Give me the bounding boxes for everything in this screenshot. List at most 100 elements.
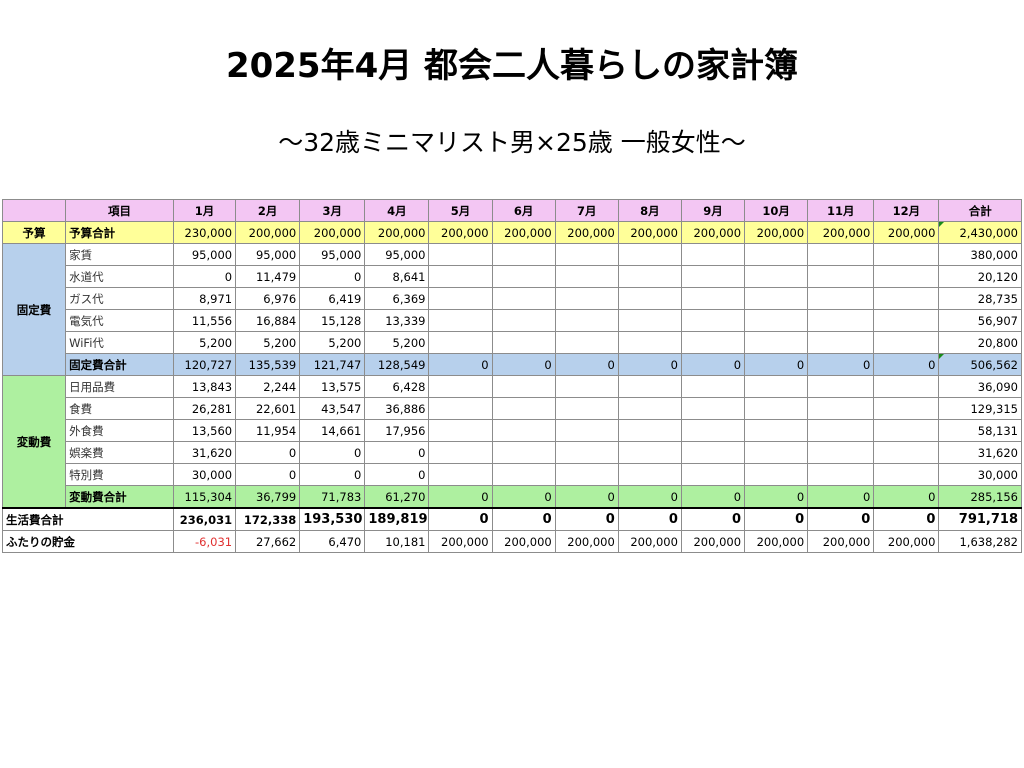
value-cell: 200,000 <box>617 530 682 553</box>
value-cell <box>807 309 875 332</box>
value-cell: 5,200 <box>299 331 366 354</box>
value-cell: 8,971 <box>172 287 237 310</box>
value-cell <box>428 309 493 332</box>
value-cell <box>554 287 619 310</box>
value-cell <box>680 419 746 442</box>
value-cell: 0 <box>235 463 301 486</box>
row-label: WiFi代 <box>65 331 174 354</box>
value-cell: 15,128 <box>299 309 366 332</box>
value-cell <box>680 441 746 464</box>
value-cell: 200,000 <box>554 221 619 244</box>
value-cell: 230,000 <box>172 221 237 244</box>
value-cell: 236,031 <box>172 507 237 531</box>
value-cell: 27,662 <box>235 530 301 553</box>
row-label: 変動費合計 <box>65 485 174 509</box>
value-cell: 0 <box>617 507 682 531</box>
value-cell: 31,620 <box>172 441 237 464</box>
value-cell <box>554 397 619 420</box>
fixed-subtotal-row: 固定費合計 120,727 135,539 121,747 128,549 0 0 0 0 0 0 0… <box>3 353 1022 376</box>
value-cell: 121,747 <box>299 353 366 376</box>
value-cell <box>744 265 809 288</box>
value-cell: 0 <box>554 353 619 376</box>
value-cell <box>554 463 619 486</box>
value-cell <box>617 397 682 420</box>
table-row: 水道代 0 11,479 0 8,641 20,120 <box>3 265 1022 288</box>
value-cell <box>491 287 556 310</box>
value-cell: 95,000 <box>172 243 237 266</box>
row-total: 56,907 <box>938 309 1022 332</box>
living-total-row: 生活費合計 236,031 172,338 193,530 189,819 0 0 0 0 0 0 0… <box>2 507 1022 531</box>
value-cell: 115,304 <box>172 485 237 509</box>
value-cell <box>491 419 556 442</box>
value-cell: 200,000 <box>364 221 430 244</box>
value-cell <box>554 419 619 442</box>
value-cell: 0 <box>554 485 619 509</box>
value-cell: 172,338 <box>235 507 301 531</box>
table-row: 娯楽費 31,620 0 0 0 31,620 <box>3 441 1022 464</box>
value-cell: 13,843 <box>172 375 237 398</box>
value-cell <box>744 331 809 354</box>
value-cell <box>744 243 809 266</box>
value-cell: 36,886 <box>364 397 430 420</box>
value-cell: 200,000 <box>617 221 682 244</box>
row-total: 2,430,000 <box>938 221 1022 244</box>
value-cell: 13,339 <box>364 309 430 332</box>
value-cell: 200,000 <box>680 221 746 244</box>
value-cell <box>491 397 556 420</box>
row-total: 28,735 <box>938 287 1022 310</box>
row-label: 生活費合計 <box>2 507 174 531</box>
value-cell: 0 <box>680 353 746 376</box>
value-cell <box>617 419 682 442</box>
row-label: 娯楽費 <box>65 441 174 464</box>
table-row: 電気代 11,556 16,884 15,128 13,339 56,907 <box>3 309 1022 332</box>
value-cell: 6,470 <box>299 530 366 553</box>
header-total: 合計 <box>938 199 1022 222</box>
header-month: 8月 <box>617 199 682 222</box>
value-cell <box>680 331 746 354</box>
value-cell: 0 <box>428 353 493 376</box>
value-cell: 0 <box>299 441 366 464</box>
table-row: WiFi代 5,200 5,200 5,200 5,200 20,800 <box>3 331 1022 354</box>
value-cell: 200,000 <box>807 530 875 553</box>
row-total: 31,620 <box>938 441 1022 464</box>
budget-row: 予算 予算合計 230,000 200,000 200,000 200,000 200,00… <box>1 221 1022 244</box>
value-cell: 71,783 <box>299 485 366 509</box>
row-label: 特別費 <box>65 463 174 486</box>
value-cell: 26,281 <box>172 397 237 420</box>
row-total: 20,120 <box>938 265 1022 288</box>
value-cell: 0 <box>744 485 809 509</box>
value-cell: 0 <box>807 485 875 509</box>
header-item: 項目 <box>65 199 174 222</box>
value-cell <box>428 397 493 420</box>
value-cell <box>680 265 746 288</box>
row-total: 36,090 <box>938 375 1022 398</box>
value-cell: 200,000 <box>428 221 493 244</box>
value-cell <box>680 309 746 332</box>
value-cell: 16,884 <box>235 309 301 332</box>
value-cell: 200,000 <box>873 221 940 244</box>
value-cell <box>680 243 746 266</box>
value-cell: 128,549 <box>364 353 430 376</box>
value-cell <box>744 441 809 464</box>
value-cell <box>617 309 682 332</box>
value-cell: 0 <box>235 441 301 464</box>
value-cell: 0 <box>807 353 875 376</box>
value-cell: 0 <box>617 485 682 509</box>
value-cell: 30,000 <box>172 463 237 486</box>
value-cell: 0 <box>554 507 619 531</box>
value-cell <box>680 463 746 486</box>
value-cell <box>807 419 875 442</box>
value-cell <box>807 243 875 266</box>
value-cell <box>428 441 493 464</box>
value-cell <box>491 265 556 288</box>
value-cell <box>873 397 940 420</box>
value-cell: 200,000 <box>428 530 493 553</box>
value-cell: 13,560 <box>172 419 237 442</box>
value-cell <box>744 287 809 310</box>
value-cell: 11,954 <box>235 419 301 442</box>
value-cell: 95,000 <box>299 243 366 266</box>
value-cell: 120,727 <box>172 353 237 376</box>
value-cell <box>873 309 940 332</box>
value-cell: 11,479 <box>235 265 301 288</box>
value-cell: 10,181 <box>364 530 430 553</box>
